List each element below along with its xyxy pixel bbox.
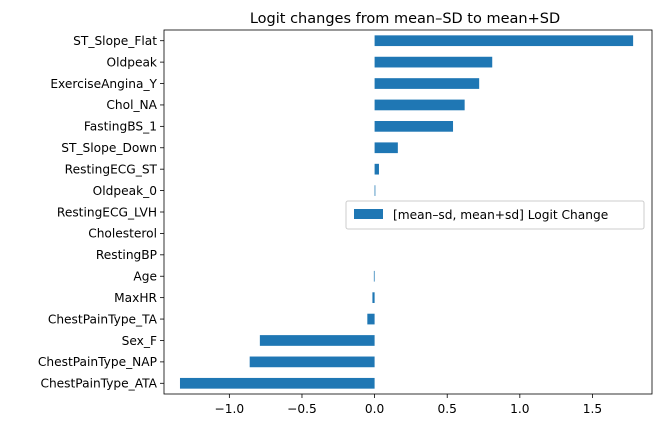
y-tick-label: Oldpeak [107,55,158,69]
y-tick-label: ChestPainType_ATA [40,377,157,391]
axes-layer: ST_Slope_Flat Oldpeak ExerciseAngina_Y Chol… [38,29,653,416]
y-tick-label: RestingECG_LVH [57,205,157,219]
chart-title: Logit changes from mean–SD to mean+SD [250,11,560,27]
y-tick-label: Oldpeak_0 [93,184,157,198]
y-tick-label: Age [133,270,157,284]
y-tick-label: ChestPainType_TA [48,312,158,326]
bar-ST_Slope_Down [374,142,398,154]
bar-Oldpeak [374,56,493,68]
bar-MaxHR [372,292,375,303]
bar-Oldpeak_0 [374,185,376,196]
bar-ExerciseAngina_Y [374,78,480,89]
x-tick-label: 1.0 [510,402,529,416]
y-tick-label: RestingBP [96,248,157,262]
y-tick-label: FastingBS_1 [84,120,157,134]
legend: [mean–sd, mean+sd] Logit Change [345,200,645,230]
legend-frame [345,200,645,230]
bar-ChestPainType_NAP [249,356,375,368]
x-tick-label: 0.0 [365,402,384,416]
bar-Chol_NA [374,99,465,111]
bars-layer [179,35,634,389]
plot-frame [163,29,653,395]
legend-swatch [354,209,383,219]
bar-RestingECG_ST [374,163,379,175]
y-tick-label: Sex_F [122,334,157,348]
bar-ChestPainType_ATA [179,377,375,389]
y-tick-label: ExerciseAngina_Y [50,77,157,91]
bar-ChestPainType_TA [367,313,375,325]
y-tick-label: ST_Slope_Flat [73,34,157,48]
x-tick-label: −0.5 [287,402,317,416]
y-tick-label: ST_Slope_Down [61,141,157,155]
legend-label: [mean–sd, mean+sd] Logit Change [393,208,608,222]
bar-ST_Slope_Flat [374,35,634,47]
bar-Sex_F [259,335,375,346]
y-tick-label: Chol_NA [106,98,157,112]
x-tick-label: 0.5 [438,402,457,416]
y-tick-label: ChestPainType_NAP [38,355,157,369]
x-tick-label: 1.5 [583,402,602,416]
bar-Age [373,270,375,282]
y-tick-label: MaxHR [114,291,157,305]
y-tick-label: Cholesterol [88,227,157,241]
x-tick-label: −1.0 [215,402,245,416]
bar-FastingBS_1 [374,121,454,132]
y-tick-label: RestingECG_ST [65,162,158,176]
